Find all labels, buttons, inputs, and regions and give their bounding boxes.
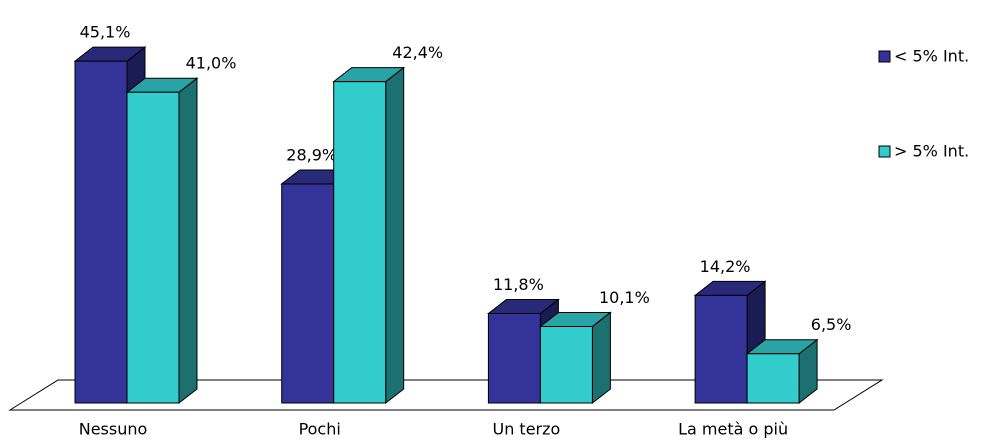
floor bbox=[8, 379, 884, 411]
bar bbox=[693, 280, 767, 405]
legend-label: < 5% Int. bbox=[894, 47, 969, 66]
value-label: 6,5% bbox=[811, 315, 852, 334]
bar-front bbox=[746, 353, 800, 404]
value-label: 14,2% bbox=[700, 257, 751, 276]
legend-swatch bbox=[878, 145, 891, 158]
value-label: 28,9% bbox=[286, 145, 337, 164]
bar bbox=[538, 311, 612, 405]
bar bbox=[332, 66, 406, 405]
bar-side bbox=[178, 77, 198, 405]
legend-label: > 5% Int. bbox=[894, 142, 969, 161]
bar-front bbox=[539, 325, 593, 404]
x-tick-label: Un terzo bbox=[492, 420, 560, 439]
bar bbox=[745, 338, 819, 405]
bar-front bbox=[74, 60, 128, 404]
bar-front bbox=[487, 313, 541, 404]
bar-side bbox=[385, 66, 405, 405]
x-tick-label: Pochi bbox=[299, 420, 341, 439]
value-label: 41,0% bbox=[186, 54, 237, 73]
bar-front bbox=[126, 91, 180, 404]
bar-front bbox=[694, 294, 748, 404]
legend-swatch bbox=[878, 50, 891, 63]
bar bbox=[125, 77, 199, 405]
value-label: 45,1% bbox=[80, 23, 131, 42]
value-label: 10,1% bbox=[599, 288, 650, 307]
bar-front bbox=[333, 81, 387, 404]
bar-front bbox=[281, 183, 335, 404]
x-tick-label: Nessuno bbox=[79, 420, 148, 439]
value-label: 11,8% bbox=[493, 275, 544, 294]
value-label: 42,4% bbox=[392, 43, 443, 62]
bar-side bbox=[591, 311, 611, 405]
x-tick-label: La metà o più bbox=[678, 420, 788, 439]
